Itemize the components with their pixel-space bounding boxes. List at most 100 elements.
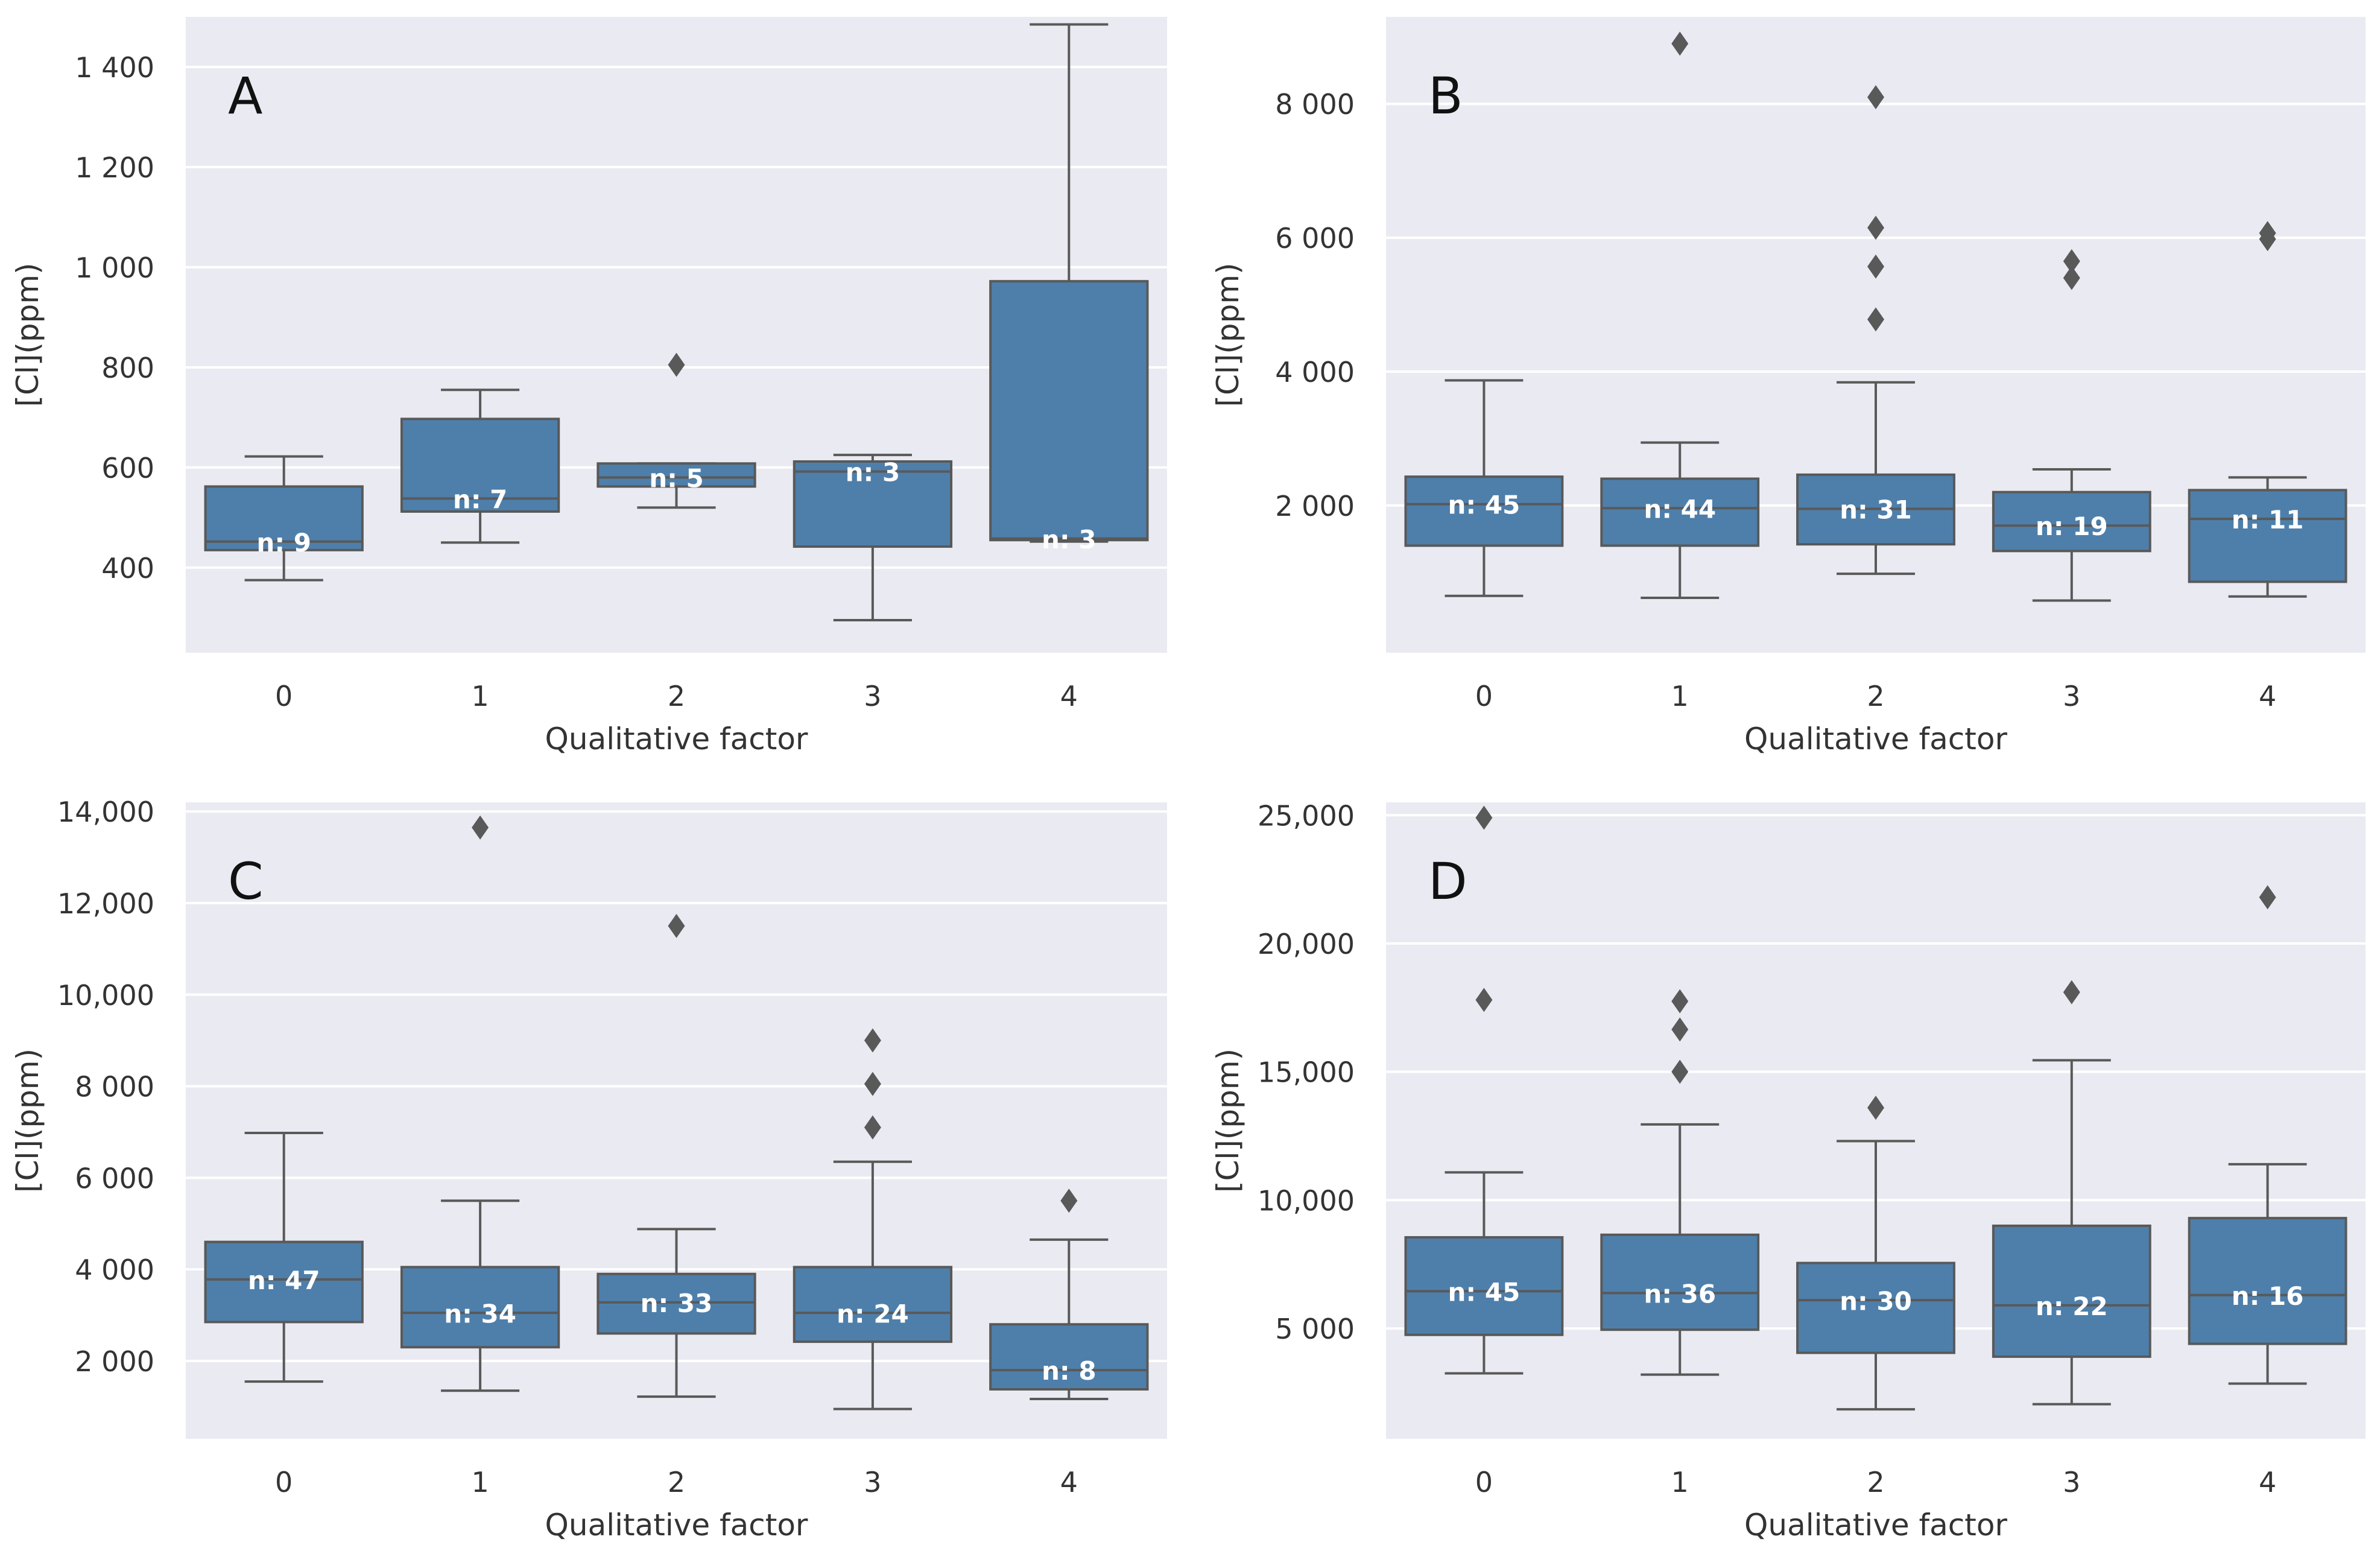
outlier-point bbox=[1867, 1096, 1884, 1120]
y-tick-label-b: 4 000 bbox=[1275, 356, 1355, 389]
box-group-b: n: 31 bbox=[1796, 85, 1955, 576]
x-axis-label-b: Qualitative factor bbox=[1744, 722, 2007, 756]
box-iqr bbox=[400, 417, 560, 513]
count-label: n: 16 bbox=[2232, 1281, 2304, 1311]
box-group-c: n: 34 bbox=[400, 815, 560, 1392]
outlier-point bbox=[668, 913, 685, 938]
box-group-d: n: 45 bbox=[1404, 805, 1564, 1375]
count-label: n: 31 bbox=[1840, 495, 1912, 524]
x-tick-label-a: 0 bbox=[275, 680, 293, 712]
box-iqr bbox=[1600, 1233, 1760, 1331]
outlier-point bbox=[1475, 988, 1493, 1012]
x-tick-label-a: 1 bbox=[471, 680, 489, 712]
count-label: n: 36 bbox=[1644, 1279, 1716, 1308]
outlier-point bbox=[1475, 805, 1493, 830]
outlier-point bbox=[2259, 221, 2276, 246]
count-label: n: 8 bbox=[1042, 1356, 1097, 1386]
box-iqr bbox=[1992, 1224, 2151, 1358]
panel-b: 2 000 4 000 6 000 8 000 0 1 2 3 4 Qualitative fac… bbox=[1211, 17, 2366, 756]
outlier-point bbox=[864, 1115, 881, 1140]
box-group-a: n: 9 bbox=[204, 455, 364, 582]
y-tick-label-c: 8 000 bbox=[75, 1071, 154, 1103]
x-axis-label-c: Qualitative factor bbox=[545, 1508, 808, 1543]
box-group-c: n: 24 bbox=[793, 1028, 953, 1410]
x-tick-label-d: 3 bbox=[2063, 1466, 2080, 1499]
outlier-point bbox=[1867, 307, 1884, 332]
box-iqr bbox=[793, 1266, 953, 1343]
outlier-point bbox=[1671, 989, 1689, 1013]
outlier-point bbox=[1671, 31, 1689, 56]
panel-label-b: B bbox=[1428, 66, 1463, 125]
y-tick-label-d: 20,000 bbox=[1258, 928, 1355, 960]
y-tick-label-c: 12,000 bbox=[57, 887, 154, 920]
x-tick-label-d: 1 bbox=[1671, 1466, 1689, 1499]
y-tick-label-c: 4 000 bbox=[75, 1254, 154, 1286]
y-axis-label-b: [Cl](ppm) bbox=[1211, 262, 1245, 407]
y-axis-label-a: [Cl](ppm) bbox=[10, 262, 45, 407]
y-tick-label-c: 6 000 bbox=[75, 1162, 154, 1194]
box-iqr bbox=[597, 462, 756, 488]
y-tick-label-b: 2 000 bbox=[1275, 490, 1355, 522]
box-group-c: n: 33 bbox=[597, 913, 756, 1398]
y-tick-label-a: 800 bbox=[101, 352, 154, 384]
outlier-point bbox=[668, 352, 685, 377]
y-tick-label-d: 15,000 bbox=[1258, 1056, 1355, 1089]
box-iqr bbox=[597, 1272, 756, 1335]
count-label: n: 34 bbox=[444, 1299, 516, 1328]
x-tick-label-c: 3 bbox=[864, 1466, 881, 1499]
count-label: n: 44 bbox=[1644, 494, 1716, 524]
x-tick-label-d: 4 bbox=[2259, 1466, 2276, 1499]
box-group-b: n: 44 bbox=[1600, 31, 1760, 600]
box-iqr bbox=[1796, 1261, 1955, 1354]
x-tick-label-a: 3 bbox=[864, 680, 881, 712]
box-group-b: n: 11 bbox=[2188, 221, 2347, 598]
box-group-d: n: 16 bbox=[2188, 885, 2347, 1385]
outlier-point bbox=[864, 1028, 881, 1053]
panel-label-c: C bbox=[228, 852, 264, 911]
outlier-point bbox=[2063, 265, 2080, 290]
box-group-c: n: 8 bbox=[989, 1188, 1149, 1400]
outlier-point bbox=[1060, 1188, 1078, 1213]
y-tick-label-b: 8 000 bbox=[1275, 88, 1355, 121]
box-iqr bbox=[2188, 1217, 2347, 1345]
count-label: n: 22 bbox=[2036, 1292, 2108, 1321]
outlier-point bbox=[1671, 1017, 1689, 1042]
outlier-point bbox=[2063, 249, 2080, 273]
x-tick-label-b: 0 bbox=[1475, 680, 1493, 712]
count-label: n: 19 bbox=[2036, 512, 2108, 541]
box-iqr bbox=[1404, 1236, 1564, 1336]
box-group-c: n: 47 bbox=[204, 1131, 364, 1383]
box-group-b: n: 45 bbox=[1404, 379, 1564, 597]
outlier-point bbox=[864, 1071, 881, 1096]
box-iqr bbox=[1404, 475, 1564, 547]
count-label: n: 11 bbox=[2232, 505, 2304, 534]
outlier-point bbox=[2063, 980, 2080, 1004]
x-tick-label-b: 1 bbox=[1671, 680, 1689, 712]
outlier-point bbox=[1671, 1059, 1689, 1084]
x-tick-label-d: 0 bbox=[1475, 1466, 1493, 1499]
count-label: n: 47 bbox=[248, 1266, 320, 1295]
count-label: n: 3 bbox=[846, 458, 900, 487]
x-tick-label-b: 3 bbox=[2063, 680, 2080, 712]
panel-label-d: D bbox=[1428, 852, 1467, 911]
y-tick-label-d: 5 000 bbox=[1275, 1313, 1355, 1345]
y-tick-label-c: 2 000 bbox=[75, 1345, 154, 1378]
x-tick-label-b: 4 bbox=[2259, 680, 2276, 712]
count-label: n: 3 bbox=[1042, 525, 1097, 554]
x-tick-label-a: 2 bbox=[668, 680, 685, 712]
y-tick-label-c: 14,000 bbox=[57, 796, 154, 828]
box-iqr bbox=[2188, 489, 2347, 583]
y-axis-label-c: [Cl](ppm) bbox=[10, 1048, 45, 1193]
outlier-point bbox=[472, 815, 489, 840]
x-tick-label-a: 4 bbox=[1060, 680, 1078, 712]
box-group-d: n: 22 bbox=[1992, 980, 2151, 1406]
outlier-point bbox=[1867, 215, 1884, 240]
box-iqr bbox=[400, 1266, 560, 1349]
count-label: n: 30 bbox=[1840, 1286, 1912, 1316]
x-tick-label-b: 2 bbox=[1867, 680, 1884, 712]
y-axis-label-d: [Cl](ppm) bbox=[1211, 1048, 1245, 1193]
box-iqr bbox=[204, 1240, 364, 1324]
count-label: n: 45 bbox=[1448, 490, 1521, 520]
y-tick-label-d: 25,000 bbox=[1258, 799, 1355, 832]
box-group-a: n: 3 bbox=[793, 454, 953, 622]
